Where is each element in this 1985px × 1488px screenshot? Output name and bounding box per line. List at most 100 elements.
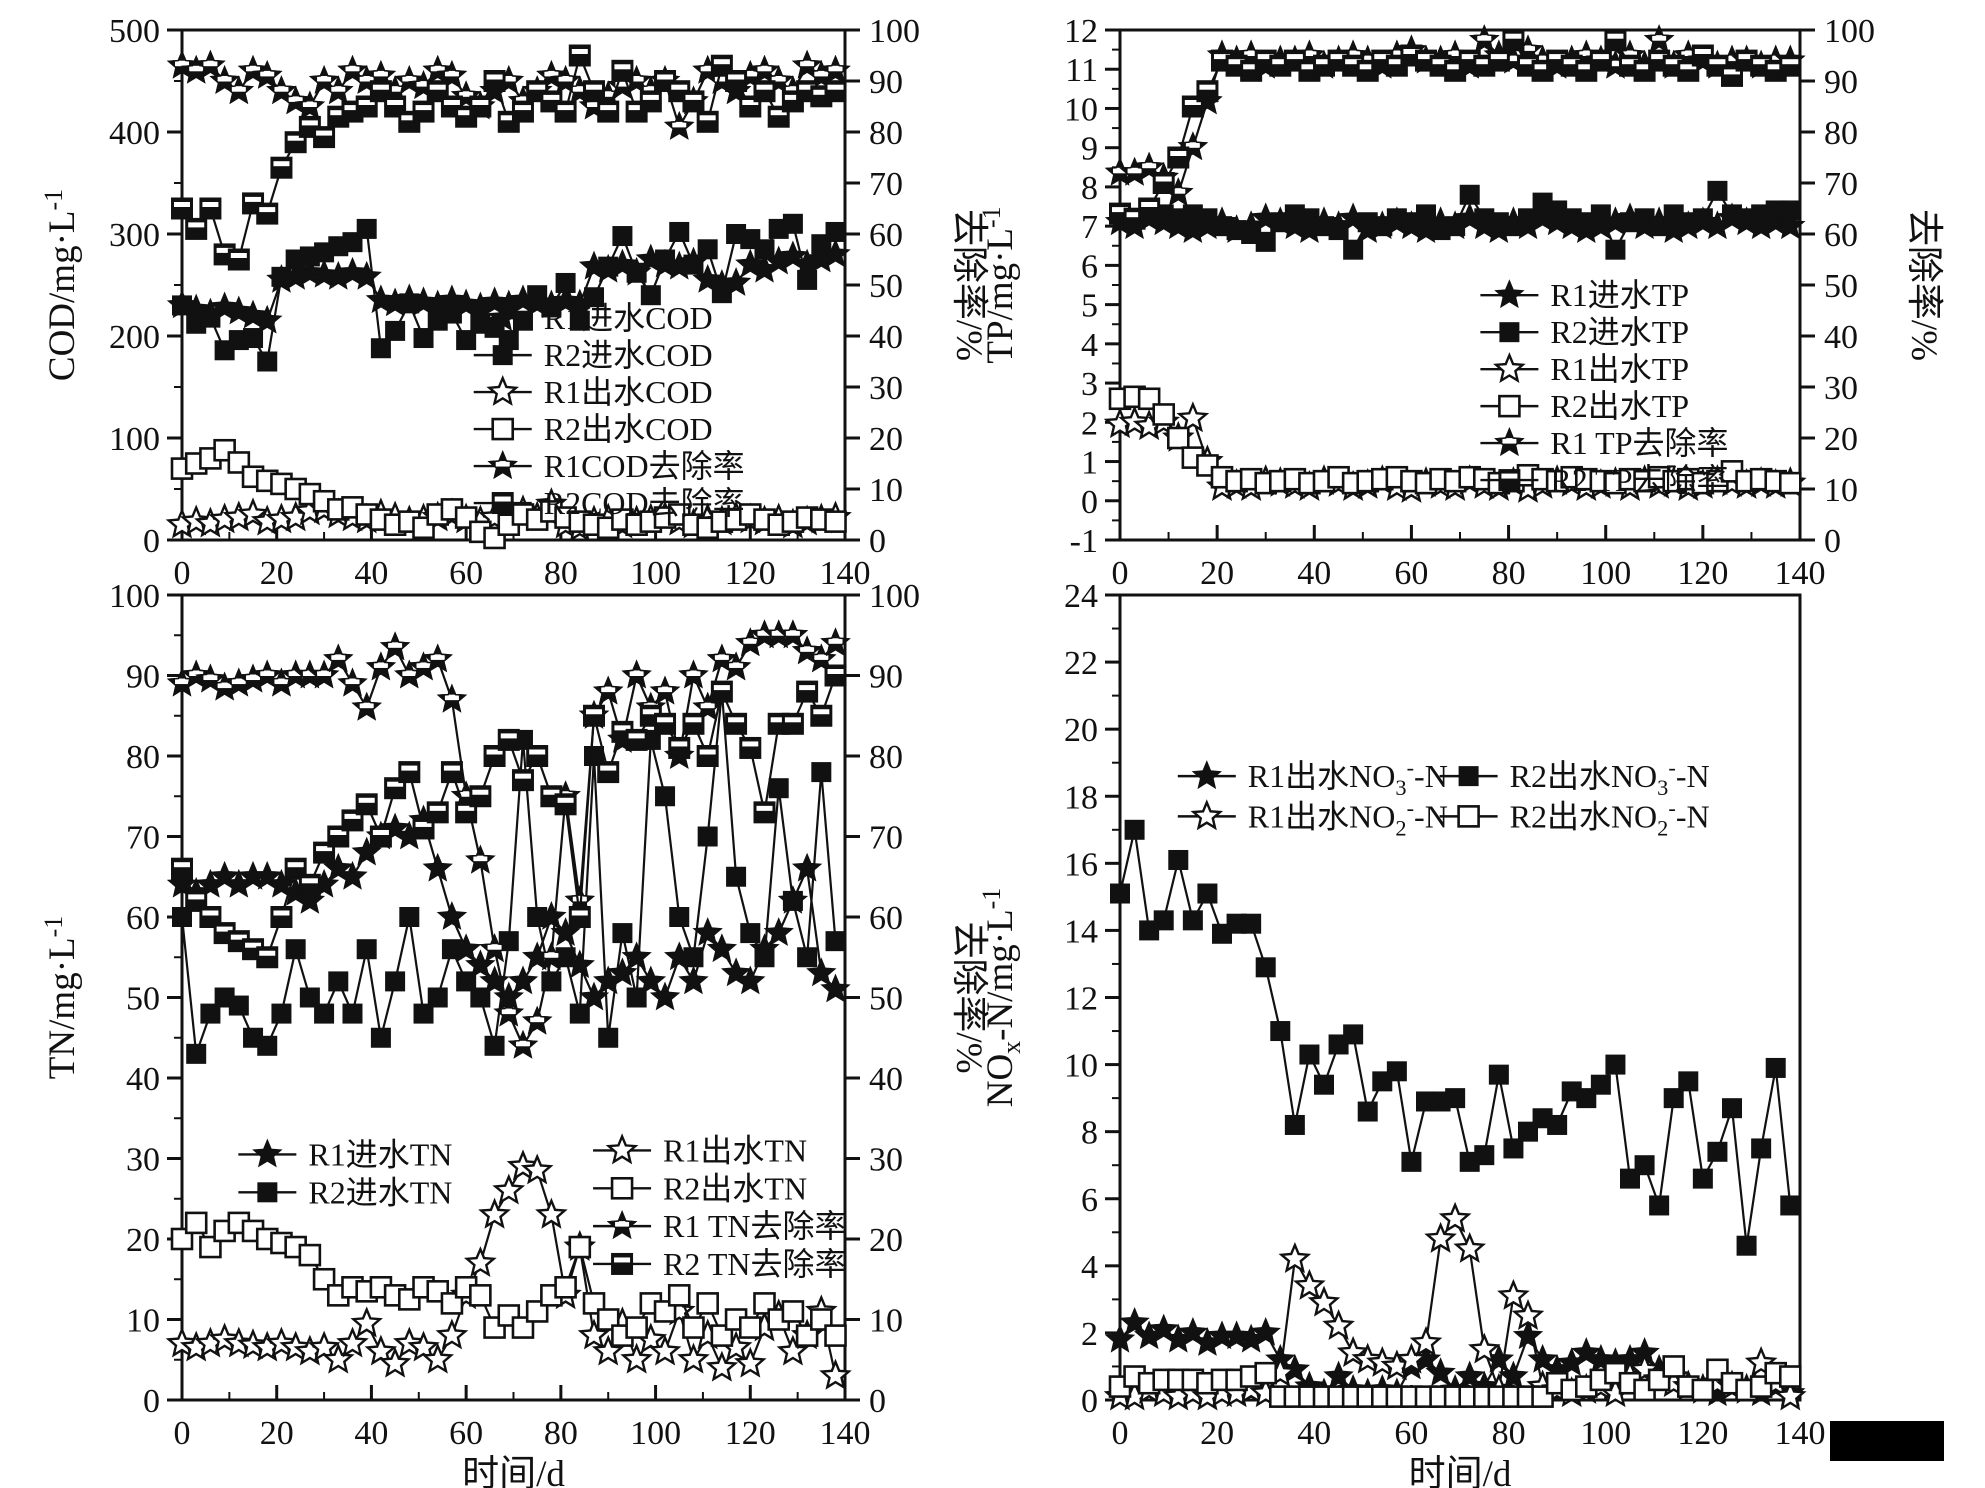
x-axis-title: 时间/d [1409, 1454, 1512, 1488]
legend-label: R2 TN去除率 [663, 1246, 846, 1282]
legend-item: R2COD去除率 [473, 485, 745, 521]
y-right-axis-title: 去除率/% [948, 209, 990, 361]
x-tick-label: 60 [449, 1415, 483, 1452]
legend-item: R1 TN去除率 [593, 1208, 846, 1244]
x-tick-label: 60 [1394, 555, 1428, 592]
y-right-tick-label: 80 [869, 739, 903, 776]
y-left-tick-label: 10 [126, 1303, 160, 1340]
x-tick-label: 140 [820, 1415, 871, 1452]
y-right-tick-label: 60 [869, 900, 903, 937]
legend-item: R1进水COD [473, 300, 713, 336]
x-tick-label: 80 [544, 555, 578, 592]
tn-chart: 0 20 40 60 80 100 120 140时间/d010203040506070809… [39, 578, 990, 1488]
legend-label: R2进水TN [308, 1174, 452, 1210]
series-tp-chart-1 [1110, 180, 1801, 260]
y-right-tick-label: 10 [869, 1303, 903, 1340]
y-right-tick-label: 10 [1824, 472, 1858, 509]
y-right-tick-label: 50 [869, 981, 903, 1018]
x-tick-label: 120 [725, 555, 776, 592]
y-left-tick-label: 4 [1081, 1249, 1098, 1286]
y-right-tick-label: 90 [1824, 64, 1858, 101]
series-nox-chart-3 [1108, 1355, 1802, 1408]
legend-label: R2出水NO2--N [1510, 795, 1710, 840]
y-right-tick-label: 20 [1824, 421, 1858, 458]
y-left-tick-label: 20 [126, 1222, 160, 1259]
series-cod-chart-1 [172, 213, 846, 372]
legend-label: R2COD去除率 [544, 485, 745, 521]
legend-item: R2出水TP [1480, 388, 1689, 424]
x-tick-label: 140 [1775, 555, 1826, 592]
y-left-tick-label: 14 [1064, 913, 1098, 950]
series-cod-chart-5 [171, 44, 847, 271]
legend-item: R1出水NO2--N [1177, 795, 1448, 840]
x-tick-label: 40 [1297, 1415, 1331, 1452]
legend-label: R1出水NO3--N [1248, 755, 1448, 800]
y-right-tick-label: 100 [869, 13, 920, 50]
y-right-tick-label: 20 [869, 421, 903, 458]
y-left-tick-label: 60 [126, 900, 160, 937]
series-tn-chart-5 [171, 664, 847, 969]
y-left-tick-label: 1 [1081, 445, 1098, 482]
legend-item: R2出水COD [473, 411, 713, 447]
tp-chart: 0 20 40 60 80 100 120 140-10123456789101112TP/m… [977, 13, 1945, 592]
y-left-tick-label: 100 [109, 421, 160, 458]
x-tick-label: 80 [1492, 1415, 1526, 1452]
x-tick-label: 0 [174, 1415, 191, 1452]
y-left-axis-title: NOx-N/mg·L-1 [977, 888, 1026, 1108]
legend-label: R1 TP去除率 [1550, 425, 1728, 461]
y-left-tick-label: 20 [1064, 712, 1098, 749]
x-tick-label: 80 [544, 1415, 578, 1452]
legend-item: R1出水COD [473, 374, 713, 410]
y-right-tick-label: 0 [869, 523, 886, 560]
y-right-tick-label: 70 [1824, 166, 1858, 203]
legend-label: R2出水TN [663, 1170, 807, 1206]
y-left-tick-label: 2 [1081, 405, 1098, 442]
y-left-axis-title: COD/mg·L-1 [39, 189, 83, 381]
y-left-tick-label: 16 [1064, 846, 1098, 883]
y-left-tick-label: 100 [109, 578, 160, 615]
y-right-axis-title: 去除率/% [948, 921, 990, 1073]
y-left-tick-label: 24 [1064, 578, 1098, 615]
y-left-tick-label: 22 [1064, 645, 1098, 682]
series-cod-chart-3 [170, 438, 847, 550]
x-tick-label: 40 [354, 555, 388, 592]
x-tick-label: 100 [1580, 555, 1631, 592]
legend-item: R1出水TP [1480, 351, 1689, 387]
cod-chart: 0 20 40 60 80 100 120 1400100200300400500COD/mg… [39, 13, 990, 592]
y-right-tick-label: 60 [869, 217, 903, 254]
axes: 0 20 40 60 80 100 120 1400100200300400500COD/mg… [39, 13, 990, 592]
y-right-tick-label: 20 [869, 1222, 903, 1259]
y-left-tick-label: 200 [109, 319, 160, 356]
x-tick-label: 40 [354, 1415, 388, 1452]
y-right-tick-label: 90 [869, 659, 903, 696]
legend-label: R1COD去除率 [544, 448, 745, 484]
y-left-tick-label: 70 [126, 820, 160, 857]
axes: 0 20 40 60 80 100 120 140时间/d010203040506070809… [39, 578, 990, 1488]
y-left-tick-label: 50 [126, 981, 160, 1018]
legend-item: R1 TP去除率 [1480, 425, 1729, 461]
y-right-tick-label: 50 [869, 268, 903, 305]
legend-label: R1出水COD [544, 374, 713, 410]
y-left-tick-label: -1 [1070, 523, 1098, 560]
legend-item: R1出水TN [593, 1132, 807, 1168]
legend-label: R2 TP去除率 [1550, 462, 1728, 498]
y-right-tick-label: 10 [869, 472, 903, 509]
y-right-tick-label: 80 [1824, 115, 1858, 152]
x-tick-label: 140 [1775, 1415, 1826, 1452]
y-left-tick-label: 12 [1064, 981, 1098, 1018]
x-tick-label: 100 [630, 555, 681, 592]
y-left-tick-label: 300 [109, 217, 160, 254]
legend-item: R2 TN去除率 [593, 1246, 846, 1282]
x-tick-label: 60 [1394, 1415, 1428, 1452]
legend-item: R2进水TN [238, 1174, 452, 1210]
x-tick-label: 0 [174, 555, 191, 592]
y-right-tick-label: 100 [869, 578, 920, 615]
y-right-tick-label: 80 [869, 115, 903, 152]
legend-item: R2进水COD [473, 337, 713, 373]
legend-item: R1出水NO3--N [1177, 755, 1448, 800]
legend-item: R2出水TN [593, 1170, 807, 1206]
legend-label: R2进水TP [1550, 314, 1689, 350]
y-left-tick-label: 0 [143, 1383, 160, 1420]
